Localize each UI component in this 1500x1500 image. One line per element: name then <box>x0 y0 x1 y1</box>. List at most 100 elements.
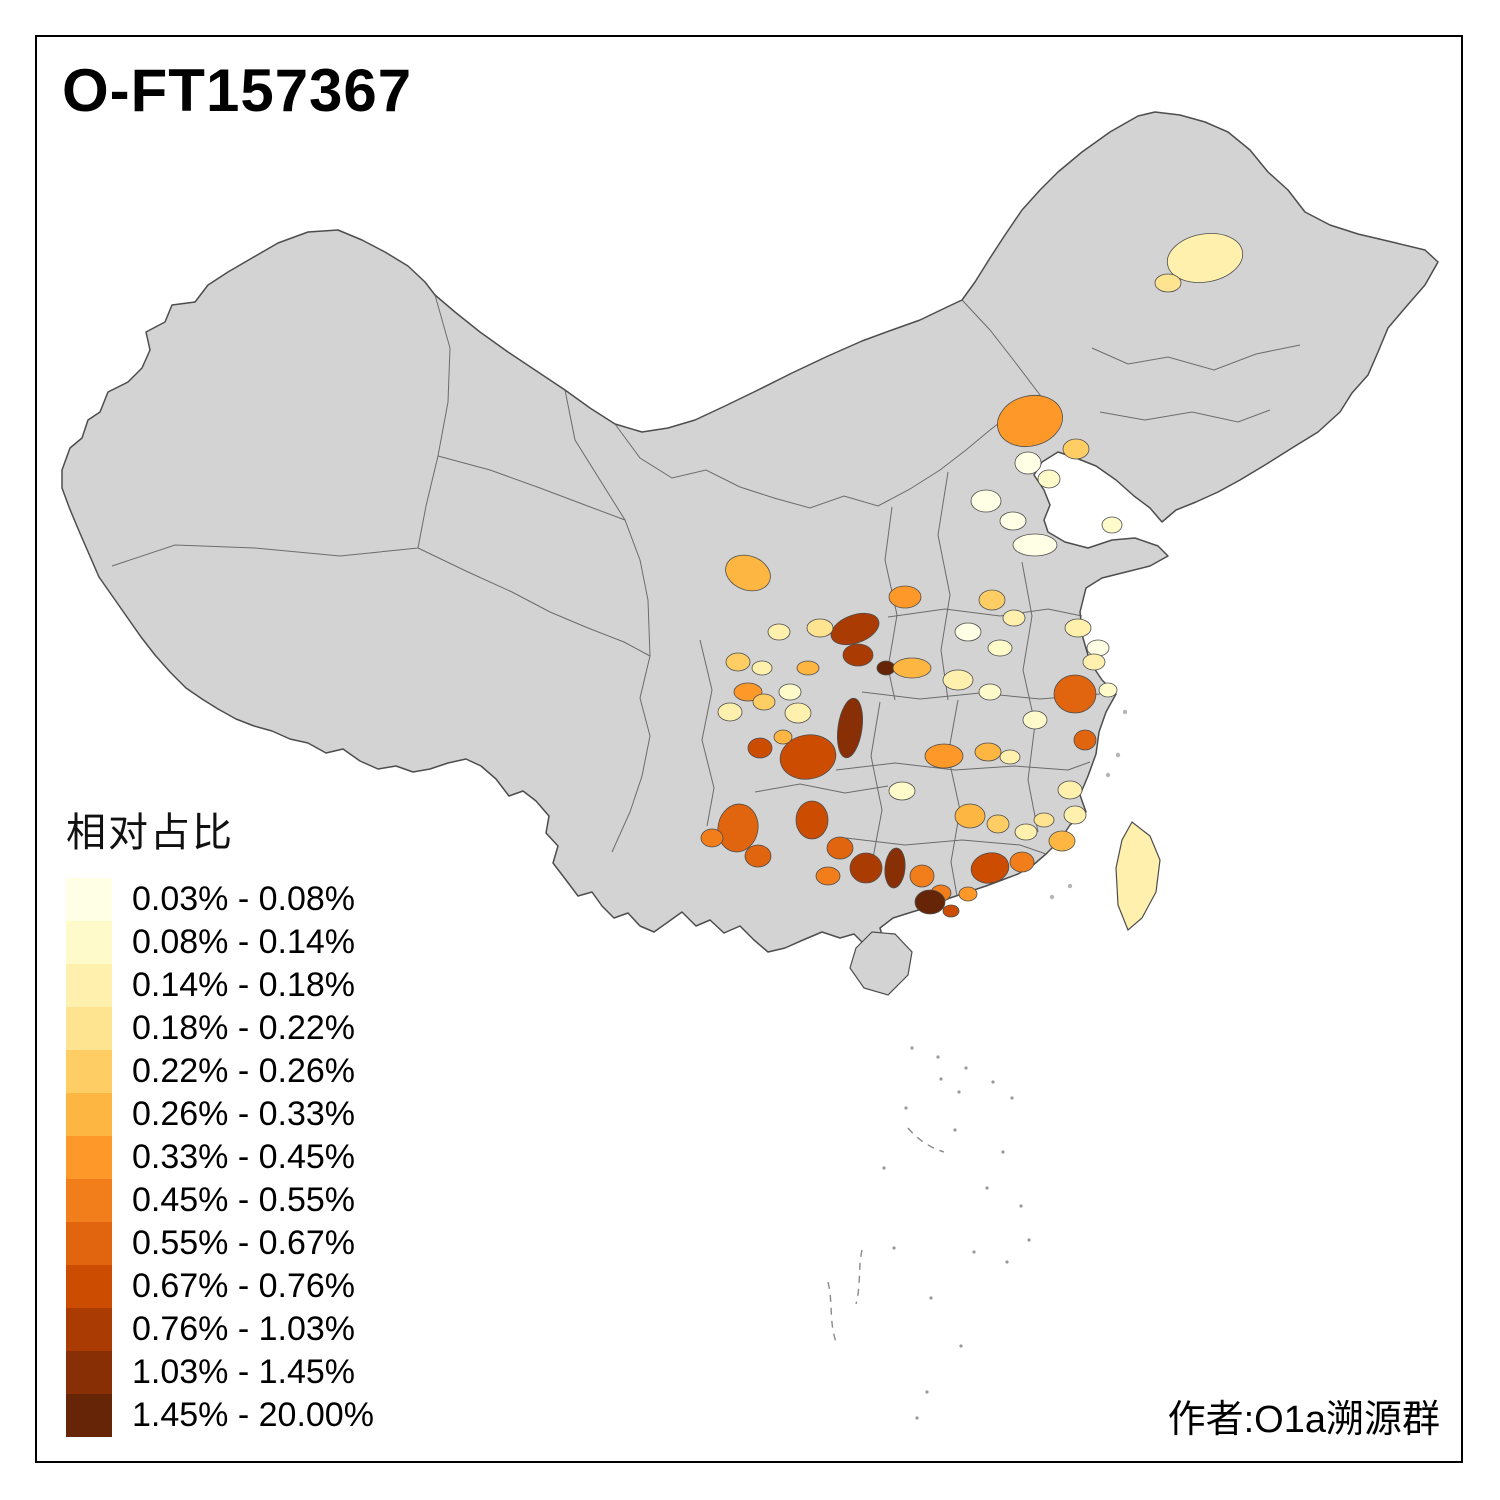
map-region <box>942 904 960 918</box>
choropleth-patches <box>700 233 1244 918</box>
map-region <box>733 682 763 702</box>
map-region <box>1022 710 1048 730</box>
legend-swatch <box>66 1351 112 1394</box>
legend-entry: 0.55% - 0.67% <box>66 1222 374 1265</box>
legend-entry: 0.67% - 0.76% <box>66 1265 374 1308</box>
legend-entry: 0.76% - 1.03% <box>66 1308 374 1351</box>
map-region <box>974 742 1002 762</box>
legend: 相对占比 0.03% - 0.08% 0.08% - 0.14% 0.14% - 0… <box>66 800 374 1437</box>
legend-entry: 1.45% - 20.00% <box>66 1394 374 1437</box>
south-china-sea-islands <box>827 1046 1031 1420</box>
legend-label: 0.76% - 1.03% <box>132 1310 356 1348</box>
map-region <box>725 652 751 672</box>
legend-swatch <box>66 1308 112 1351</box>
map-region <box>987 639 1013 657</box>
map-region <box>778 683 802 701</box>
taiwan-island <box>1115 821 1161 932</box>
hainan-island <box>849 931 913 996</box>
map-region <box>1064 618 1092 638</box>
legend-label: 0.22% - 0.26% <box>132 1052 356 1090</box>
author-credit: 作者:O1a溯源群 <box>1167 1399 1440 1441</box>
legend-swatch <box>66 1007 112 1050</box>
legend-swatch <box>66 1179 112 1222</box>
legend-entry: 0.08% - 0.14% <box>66 921 374 964</box>
plot-title: O-FT157367 <box>62 57 413 124</box>
map-region <box>909 864 935 888</box>
legend-swatch <box>66 1093 112 1136</box>
map-region <box>1073 729 1097 751</box>
legend-entry: 0.22% - 0.26% <box>66 1050 374 1093</box>
legend-entry: 0.33% - 0.45% <box>66 1136 374 1179</box>
legend-entry: 1.03% - 1.45% <box>66 1351 374 1394</box>
legend-entry: 0.18% - 0.22% <box>66 1007 374 1050</box>
map-region <box>1166 233 1244 283</box>
map-region <box>997 394 1063 448</box>
legend-entry: 0.45% - 0.55% <box>66 1179 374 1222</box>
legend-label: 0.33% - 0.45% <box>132 1138 356 1176</box>
map-region <box>725 554 771 592</box>
legend-swatch <box>66 1136 112 1179</box>
map-region <box>796 660 820 676</box>
legend-label: 1.03% - 1.45% <box>132 1353 356 1391</box>
map-region <box>876 660 896 676</box>
map-region <box>784 702 812 724</box>
map-region <box>773 729 793 745</box>
map-region <box>884 847 906 889</box>
map-region <box>1154 273 1182 293</box>
map-region <box>954 803 986 829</box>
legend-label: 0.14% - 0.18% <box>132 966 356 1004</box>
map-region <box>958 886 978 902</box>
map-region <box>1101 516 1123 534</box>
map-region <box>954 622 982 642</box>
legend-swatch <box>66 1050 112 1093</box>
legend-swatch <box>66 1265 112 1308</box>
map-region <box>1012 533 1058 557</box>
map-region <box>1002 609 1026 627</box>
legend-label: 0.18% - 0.22% <box>132 1009 356 1047</box>
province-boundaries <box>111 294 1301 897</box>
map-region <box>942 669 974 691</box>
legend-label: 0.03% - 0.08% <box>132 880 356 918</box>
map-region <box>1063 805 1087 825</box>
legend-swatch <box>66 878 112 921</box>
map-region <box>978 589 1006 611</box>
map-region <box>747 737 773 759</box>
legend-entry: 0.26% - 0.33% <box>66 1093 374 1136</box>
map-region <box>795 800 829 840</box>
map-region <box>752 693 776 711</box>
map-region <box>826 836 854 860</box>
legend-label: 0.55% - 0.67% <box>132 1224 356 1262</box>
legend-swatch <box>66 1222 112 1265</box>
map-region <box>1053 674 1097 714</box>
map-region <box>970 852 1010 884</box>
legend-label: 0.26% - 0.33% <box>132 1095 356 1133</box>
map-region <box>1009 851 1035 873</box>
map-region <box>1062 438 1090 460</box>
legend-entries: 0.03% - 0.08% 0.08% - 0.14% 0.14% - 0.18% 0… <box>66 878 374 1437</box>
map-region <box>1014 451 1042 475</box>
coastal-islets <box>1049 709 1128 900</box>
map-region <box>1033 812 1055 828</box>
map-region <box>1037 469 1061 489</box>
map-region <box>986 814 1010 834</box>
legend-label: 0.67% - 0.76% <box>132 1267 356 1305</box>
map-region <box>1057 780 1083 800</box>
map-region <box>1098 682 1118 698</box>
map-region <box>1014 823 1038 841</box>
map-region <box>767 623 791 641</box>
map-region <box>806 618 834 638</box>
legend-entry: 0.14% - 0.18% <box>66 964 374 1007</box>
legend-title: 相对占比 <box>66 811 234 855</box>
map-region <box>815 866 841 886</box>
map-region <box>1086 639 1110 657</box>
map-region <box>751 660 773 676</box>
map-region <box>717 803 759 853</box>
map-region <box>1082 653 1106 671</box>
map-region <box>978 683 1002 701</box>
legend-swatch <box>66 1394 112 1437</box>
legend-swatch <box>66 921 112 964</box>
map-region <box>970 489 1002 513</box>
map-region <box>744 844 772 868</box>
